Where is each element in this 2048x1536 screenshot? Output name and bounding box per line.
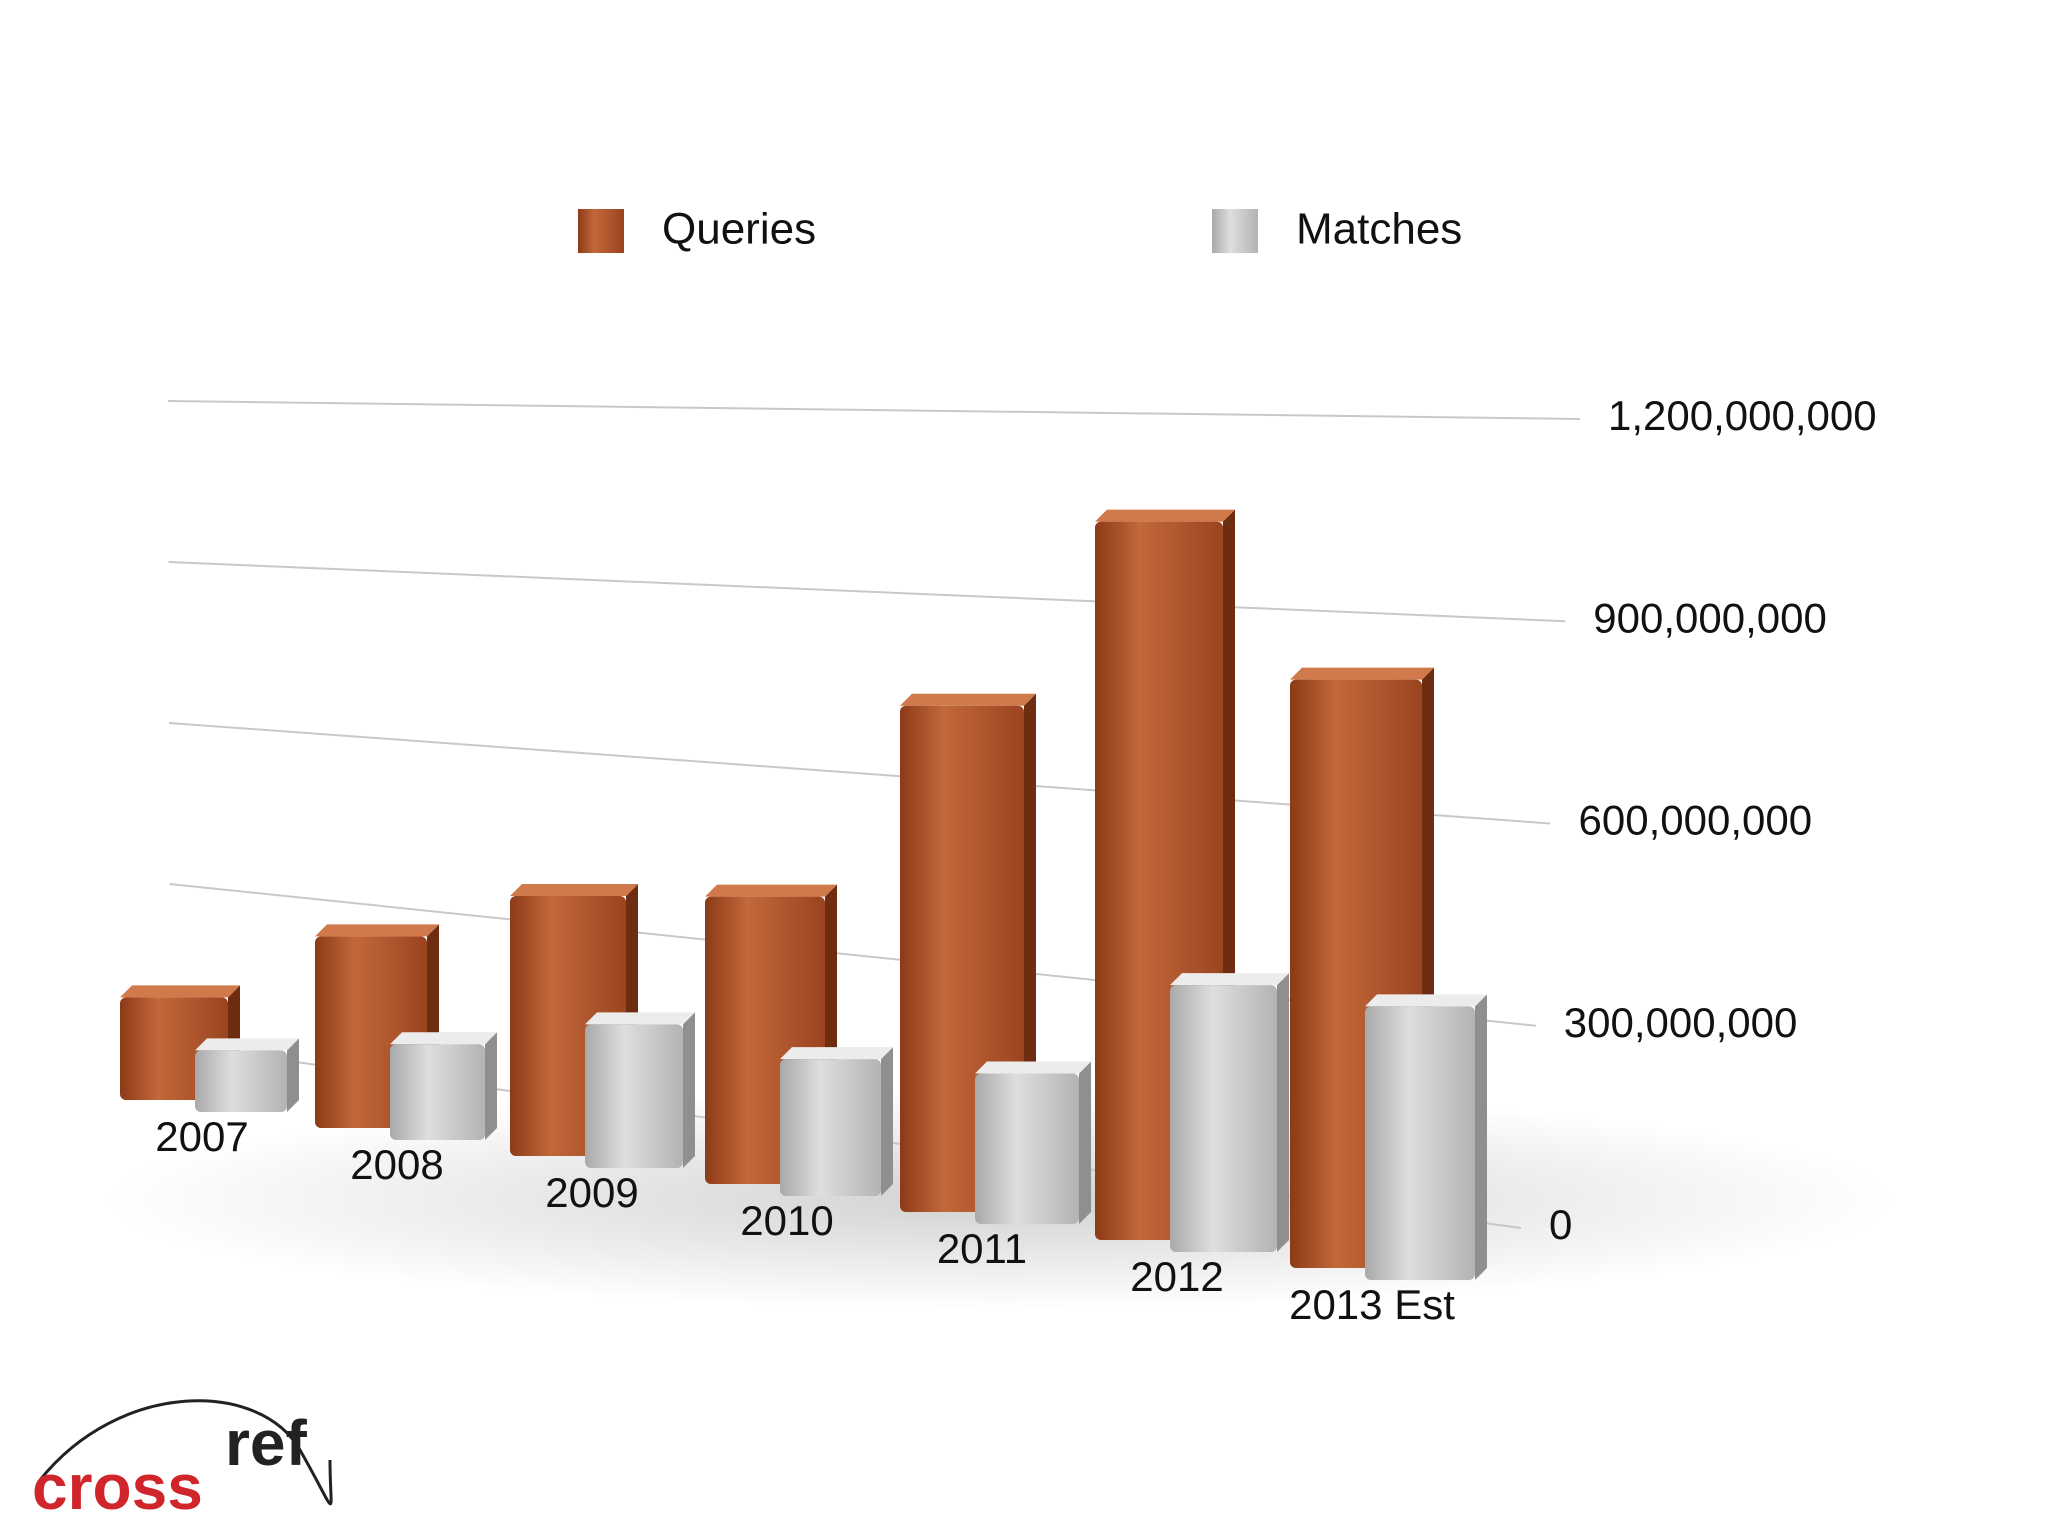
y-tick-label: 600,000,000 [1579,797,1813,844]
bar-side [1079,1061,1091,1224]
logo-swoosh [38,1399,333,1506]
legend-swatch [1212,209,1258,253]
bar-top [900,693,1036,706]
bar-side [1277,973,1289,1252]
bar [390,1044,485,1140]
bar-top [705,884,837,897]
grid-line [167,400,1581,420]
bar-side [881,1047,893,1196]
grid-line [168,561,1566,623]
bar-top [780,1047,893,1060]
logo-ref: ref [225,1407,308,1479]
bar [1170,985,1277,1252]
y-tick-label: 900,000,000 [1593,594,1827,641]
x-tick-label: 2012 [1130,1253,1223,1300]
bar [195,1050,287,1112]
logo-cross: cross [32,1451,203,1523]
logo: cross ref [32,1399,333,1523]
x-tick-label: 2008 [350,1141,443,1188]
x-tick-label: 2013 Est [1289,1281,1455,1328]
bar-top [585,1012,695,1025]
bar [1365,1006,1475,1280]
bar-top [975,1061,1091,1074]
bar-top [120,985,240,998]
bar-top [1290,667,1434,680]
bar-side [485,1032,497,1140]
x-tick-label: 2007 [155,1113,248,1160]
bar-top [1170,973,1289,986]
bar-side [1475,994,1487,1280]
bar [975,1073,1079,1224]
bar-top [1365,994,1487,1007]
y-tick-label: 1,200,000,000 [1608,392,1877,439]
bar-side [287,1038,299,1112]
bar-top [390,1032,497,1045]
x-tick-label: 2010 [740,1197,833,1244]
bar [780,1059,881,1196]
y-tick-label: 300,000,000 [1564,999,1798,1046]
bar-top [315,924,439,937]
bar-top [195,1038,299,1051]
x-tick-label: 2009 [545,1169,638,1216]
x-tick-label: 2011 [937,1225,1027,1272]
bar [585,1024,683,1168]
legend-swatch [578,209,624,253]
y-tick-label: 0 [1549,1201,1572,1248]
bar-top [510,884,638,897]
legend-label: Matches [1296,205,1462,254]
legend-label: Queries [662,205,816,254]
bar-side [683,1012,695,1168]
bar-top [1095,509,1235,522]
